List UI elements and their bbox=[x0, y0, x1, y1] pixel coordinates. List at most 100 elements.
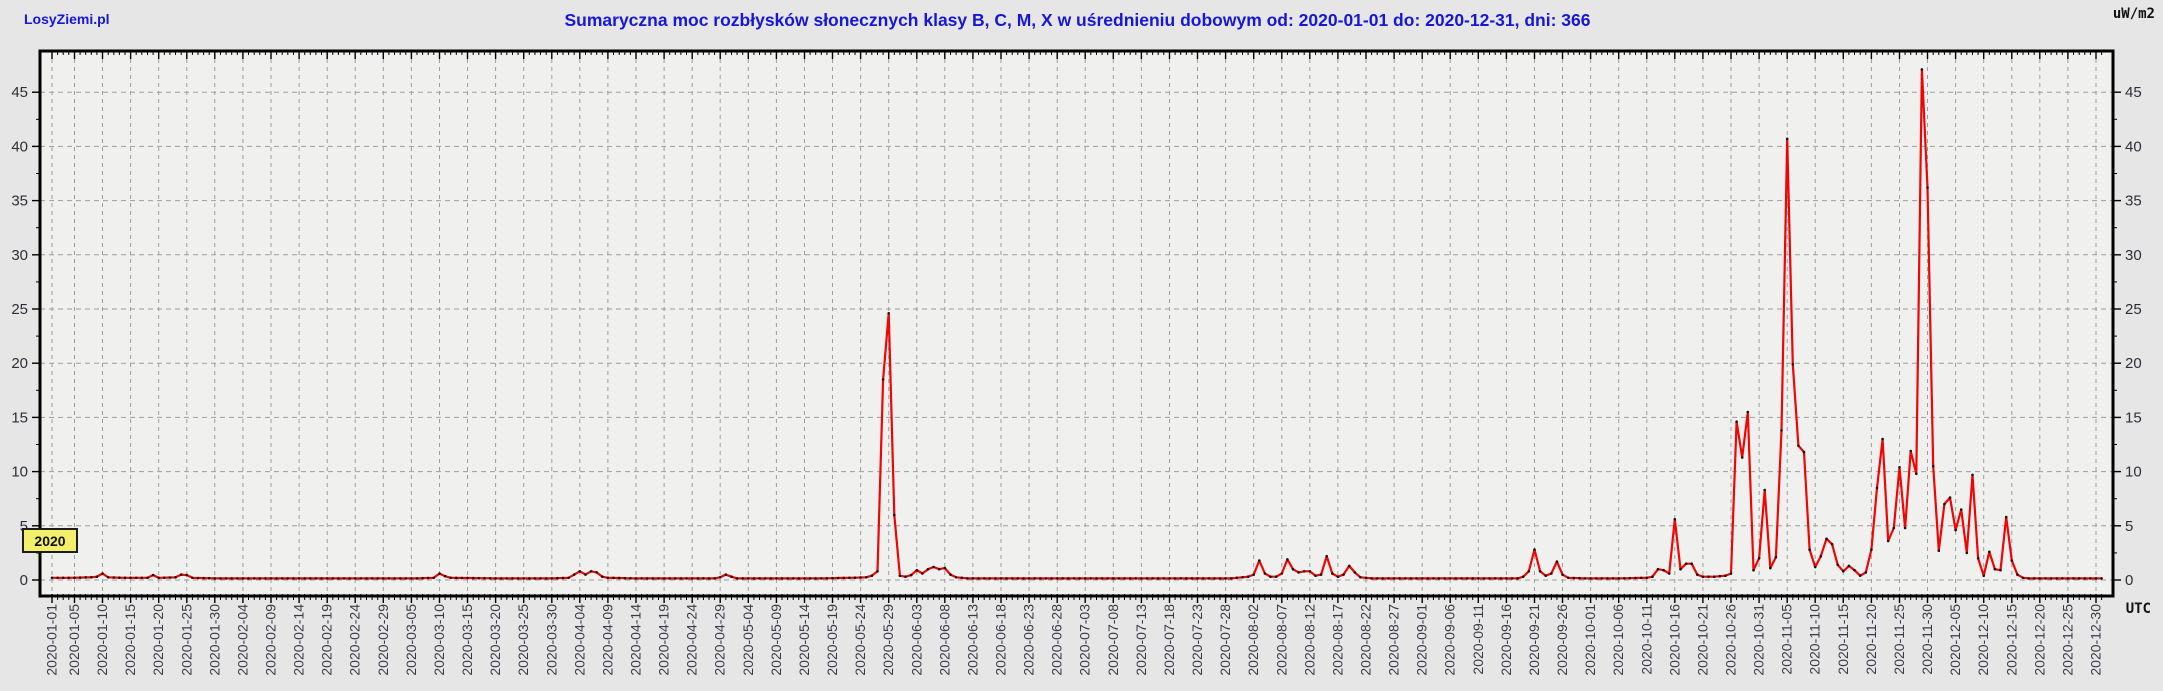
svg-text:2020-01-20: 2020-01-20 bbox=[150, 604, 166, 676]
svg-text:2020-01-25: 2020-01-25 bbox=[178, 604, 194, 676]
svg-text:2020-03-20: 2020-03-20 bbox=[487, 604, 503, 676]
svg-text:2020-05-09: 2020-05-09 bbox=[768, 604, 784, 676]
svg-text:2020-11-30: 2020-11-30 bbox=[1919, 604, 1935, 675]
year-badge: 2020 bbox=[22, 528, 78, 553]
svg-text:2020-09-16: 2020-09-16 bbox=[1498, 604, 1514, 676]
svg-text:2020-02-04: 2020-02-04 bbox=[234, 604, 250, 676]
svg-text:2020-01-15: 2020-01-15 bbox=[122, 604, 138, 676]
svg-text:2020-02-29: 2020-02-29 bbox=[375, 604, 391, 676]
svg-text:2020-12-20: 2020-12-20 bbox=[2031, 604, 2047, 676]
svg-text:2020-04-09: 2020-04-09 bbox=[599, 604, 615, 676]
svg-text:2020-04-14: 2020-04-14 bbox=[628, 604, 644, 676]
svg-text:10: 10 bbox=[11, 464, 28, 481]
svg-text:2020-12-25: 2020-12-25 bbox=[2059, 604, 2075, 676]
svg-text:40: 40 bbox=[2125, 138, 2142, 155]
svg-text:2020-01-05: 2020-01-05 bbox=[66, 604, 82, 676]
svg-text:45: 45 bbox=[11, 84, 28, 101]
svg-text:2020-08-12: 2020-08-12 bbox=[1301, 604, 1317, 676]
svg-text:2020-05-24: 2020-05-24 bbox=[852, 604, 868, 676]
svg-text:2020-09-21: 2020-09-21 bbox=[1526, 604, 1542, 676]
svg-text:2020-03-15: 2020-03-15 bbox=[459, 604, 475, 676]
svg-text:2020-10-26: 2020-10-26 bbox=[1723, 604, 1739, 676]
svg-text:2020-10-21: 2020-10-21 bbox=[1694, 604, 1710, 676]
svg-text:35: 35 bbox=[11, 193, 28, 210]
svg-text:2020-04-04: 2020-04-04 bbox=[571, 604, 587, 676]
svg-text:2020-06-28: 2020-06-28 bbox=[1049, 604, 1065, 676]
svg-text:2020-07-13: 2020-07-13 bbox=[1133, 604, 1149, 676]
svg-text:30: 30 bbox=[11, 247, 28, 264]
svg-text:2020-06-03: 2020-06-03 bbox=[908, 604, 924, 676]
svg-text:2020-03-30: 2020-03-30 bbox=[543, 604, 559, 676]
svg-text:45: 45 bbox=[2125, 84, 2142, 101]
svg-text:0: 0 bbox=[2125, 572, 2133, 589]
svg-text:35: 35 bbox=[2125, 193, 2142, 210]
svg-text:2020-11-15: 2020-11-15 bbox=[1835, 604, 1851, 675]
svg-text:2020-07-08: 2020-07-08 bbox=[1105, 604, 1121, 676]
svg-text:2020-01-10: 2020-01-10 bbox=[94, 604, 110, 676]
svg-text:2020-03-25: 2020-03-25 bbox=[515, 604, 531, 676]
svg-text:2020-10-16: 2020-10-16 bbox=[1666, 604, 1682, 676]
svg-text:2020-08-17: 2020-08-17 bbox=[1329, 604, 1345, 676]
svg-text:15: 15 bbox=[11, 409, 28, 426]
svg-text:2020-04-29: 2020-04-29 bbox=[712, 604, 728, 676]
svg-text:2020-08-22: 2020-08-22 bbox=[1358, 604, 1374, 676]
svg-text:2020-02-19: 2020-02-19 bbox=[319, 604, 335, 676]
svg-text:2020-08-02: 2020-08-02 bbox=[1245, 604, 1261, 676]
svg-text:2020-12-05: 2020-12-05 bbox=[1947, 604, 1963, 676]
svg-text:2020-09-06: 2020-09-06 bbox=[1442, 604, 1458, 676]
svg-text:2020-05-14: 2020-05-14 bbox=[796, 604, 812, 676]
svg-text:20: 20 bbox=[2125, 355, 2142, 372]
svg-text:2020-07-18: 2020-07-18 bbox=[1161, 604, 1177, 676]
svg-text:2020-05-19: 2020-05-19 bbox=[824, 604, 840, 676]
svg-text:2020-08-27: 2020-08-27 bbox=[1386, 604, 1402, 676]
svg-text:2020-02-24: 2020-02-24 bbox=[347, 604, 363, 676]
svg-text:2020-12-10: 2020-12-10 bbox=[1975, 604, 1991, 676]
svg-text:2020-11-20: 2020-11-20 bbox=[1863, 604, 1879, 675]
svg-text:2020-12-15: 2020-12-15 bbox=[2003, 604, 2019, 676]
svg-text:2020-03-10: 2020-03-10 bbox=[431, 604, 447, 676]
svg-text:2020-07-23: 2020-07-23 bbox=[1189, 604, 1205, 676]
svg-text:40: 40 bbox=[11, 138, 28, 155]
site-name: LosyZiemi.pl bbox=[24, 11, 110, 27]
svg-text:2020-09-01: 2020-09-01 bbox=[1414, 604, 1430, 676]
svg-text:5: 5 bbox=[2125, 518, 2133, 535]
svg-text:2020-11-25: 2020-11-25 bbox=[1891, 604, 1907, 675]
chart-title: Sumaryczna moc rozbłysków słonecznych kl… bbox=[564, 10, 1591, 30]
svg-text:2020-04-19: 2020-04-19 bbox=[656, 604, 672, 676]
svg-text:2020-01-30: 2020-01-30 bbox=[206, 604, 222, 676]
svg-text:20: 20 bbox=[11, 355, 28, 372]
svg-text:2020-11-10: 2020-11-10 bbox=[1807, 604, 1823, 675]
svg-text:2020-10-06: 2020-10-06 bbox=[1610, 604, 1626, 676]
svg-text:25: 25 bbox=[2125, 301, 2142, 318]
svg-text:2020-07-03: 2020-07-03 bbox=[1077, 604, 1093, 676]
svg-text:2020-10-01: 2020-10-01 bbox=[1582, 604, 1598, 676]
svg-text:2020-03-05: 2020-03-05 bbox=[403, 604, 419, 676]
svg-text:2020-05-04: 2020-05-04 bbox=[740, 604, 756, 676]
svg-text:2020-01-01: 2020-01-01 bbox=[44, 604, 60, 676]
svg-text:2020-06-18: 2020-06-18 bbox=[993, 604, 1009, 676]
svg-text:2020-10-31: 2020-10-31 bbox=[1751, 604, 1767, 676]
svg-text:10: 10 bbox=[2125, 464, 2142, 481]
svg-text:2020-06-13: 2020-06-13 bbox=[964, 604, 980, 676]
svg-text:0: 0 bbox=[20, 572, 28, 589]
svg-text:2020-06-23: 2020-06-23 bbox=[1021, 604, 1037, 676]
svg-text:2020-09-11: 2020-09-11 bbox=[1470, 604, 1486, 675]
svg-text:2020-11-05: 2020-11-05 bbox=[1779, 604, 1795, 675]
svg-text:2020-12-30: 2020-12-30 bbox=[2088, 604, 2104, 676]
svg-text:2020-06-08: 2020-06-08 bbox=[936, 604, 952, 676]
y-axis-unit-label: uW/m2 bbox=[2112, 6, 2155, 22]
svg-text:30: 30 bbox=[2125, 247, 2142, 264]
svg-text:2020-02-14: 2020-02-14 bbox=[291, 604, 307, 676]
svg-text:2020-04-24: 2020-04-24 bbox=[684, 604, 700, 676]
svg-text:2020-08-07: 2020-08-07 bbox=[1273, 604, 1289, 676]
svg-text:15: 15 bbox=[2125, 409, 2142, 426]
timezone-label: UTC bbox=[2125, 601, 2151, 617]
svg-text:2020-05-29: 2020-05-29 bbox=[880, 604, 896, 676]
svg-text:2020-02-09: 2020-02-09 bbox=[263, 604, 279, 676]
svg-text:2020-07-28: 2020-07-28 bbox=[1217, 604, 1233, 676]
svg-text:2020-09-26: 2020-09-26 bbox=[1554, 604, 1570, 676]
svg-text:25: 25 bbox=[11, 301, 28, 318]
svg-text:5: 5 bbox=[20, 518, 28, 535]
